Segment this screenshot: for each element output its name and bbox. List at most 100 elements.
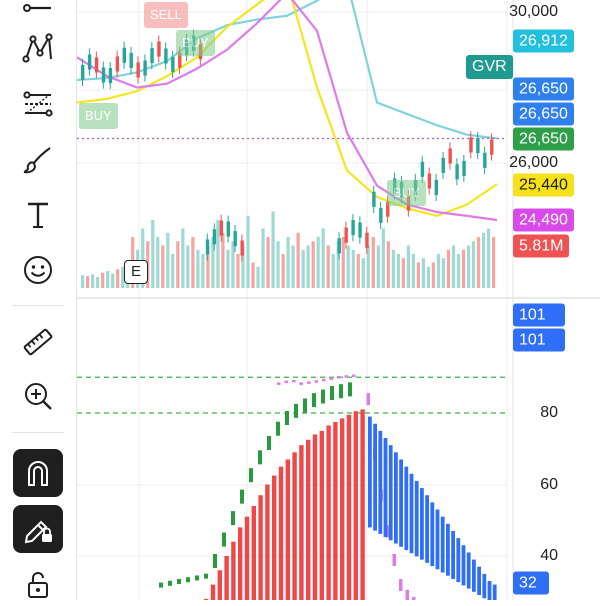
volume-bar — [436, 254, 441, 288]
indicator-blue-bar — [446, 523, 450, 576]
indicator-blue-bar — [435, 509, 440, 570]
volume-bar — [381, 228, 385, 288]
indicator-green-bar — [213, 554, 217, 568]
text-icon — [28, 202, 48, 228]
moving-average-line — [77, 0, 498, 140]
price-axis-label: 30,000 — [509, 3, 558, 20]
volume-bar — [161, 245, 165, 288]
candle-body — [372, 191, 376, 207]
price-tag-blue: 26,650 — [513, 102, 574, 126]
zoom-in-tool[interactable] — [13, 374, 63, 418]
indicator-red-bar — [326, 425, 331, 600]
indicator-blue-bar — [404, 466, 409, 550]
drawing-toolbar — [0, 0, 77, 600]
volume-bar — [311, 241, 315, 288]
volume-bar — [461, 249, 466, 288]
candle-body — [462, 160, 466, 177]
indicator-green-bar — [222, 532, 226, 547]
volume-bar — [401, 258, 405, 288]
indicator-red-bar — [204, 598, 209, 600]
candle-body — [344, 227, 348, 243]
moving-average-line — [77, 0, 498, 222]
volume-bar — [361, 258, 365, 288]
buy-signal: BUY — [176, 30, 215, 56]
toolbar-divider — [12, 305, 64, 306]
indicator-magenta-bar — [277, 382, 281, 385]
volume-bar — [201, 254, 205, 288]
indicator-axis-label: 40 — [540, 547, 558, 564]
text-tool[interactable] — [13, 193, 63, 237]
emoji-tool[interactable] — [13, 248, 63, 292]
volume-bar — [211, 237, 215, 288]
candle-body — [476, 138, 480, 154]
indicator-blue-bar — [466, 552, 471, 589]
volume-bar — [486, 228, 491, 288]
volume-bar — [81, 275, 85, 288]
indicator-green-bar — [204, 573, 208, 579]
volume-bar — [331, 254, 335, 288]
volume-bar — [351, 249, 355, 288]
chart-canvas[interactable] — [77, 0, 600, 600]
indicator-magenta-bar — [292, 379, 296, 383]
fib-tool[interactable] — [13, 82, 63, 126]
indicator-green-bar — [195, 575, 199, 581]
indicator-blue-bar — [409, 473, 414, 554]
pattern-tool[interactable] — [13, 26, 63, 70]
indicator-green-bar — [321, 389, 325, 404]
horizontal-line-tool[interactable] — [13, 0, 63, 30]
earnings-badge[interactable]: E — [124, 260, 148, 284]
indicator-blue-bar — [420, 488, 424, 560]
indicator-green-bar — [285, 411, 289, 425]
indicator-green-bar — [303, 398, 307, 413]
indicator-green-bar — [348, 382, 352, 397]
lock-drawing-tool[interactable] — [13, 505, 63, 553]
volume-bar — [171, 254, 175, 288]
candle-body — [455, 164, 459, 180]
indicator-red-bar — [346, 414, 352, 600]
volume-bar — [186, 245, 190, 288]
indicator-red-bar — [319, 430, 324, 600]
magnet-tool[interactable] — [13, 449, 63, 497]
indicator-blue-bar — [451, 530, 455, 579]
volume-bar — [336, 241, 340, 288]
indicator-blue-bar — [472, 559, 476, 592]
buy-signal: BUY — [79, 103, 118, 129]
unlock-tool[interactable] — [13, 562, 63, 606]
candle-body — [143, 60, 147, 76]
volume-bar — [156, 237, 160, 288]
indicator-tag: 101 — [513, 303, 565, 327]
brush-tool[interactable] — [13, 138, 63, 182]
volume-bar — [96, 276, 100, 288]
candle-body — [150, 48, 154, 64]
volume-bar — [266, 237, 270, 288]
candle-body — [226, 221, 230, 237]
volume-bar — [226, 249, 230, 288]
indicator-magenta-bar — [405, 589, 409, 600]
indicator-green-bar — [258, 450, 262, 465]
toolbar-divider — [12, 432, 64, 433]
candle-body — [337, 238, 341, 254]
volume-bar — [356, 254, 360, 288]
volume-bar — [441, 258, 446, 288]
volume-bar — [431, 262, 436, 288]
pattern-icon — [22, 33, 53, 63]
indicator-blue-bar — [394, 452, 398, 544]
volume-bar — [236, 254, 240, 288]
volume-bar — [341, 237, 345, 288]
ruler-tool[interactable] — [13, 320, 63, 364]
chart-area[interactable]: SELL BUY BUY BUY E GVR 30,000 26,000 26,… — [77, 0, 600, 600]
volume-bar — [481, 232, 486, 288]
indicator-axis-label: 80 — [540, 404, 558, 421]
indicator-green-bar — [159, 582, 163, 588]
indicator-magenta-bar — [284, 380, 288, 384]
indicator-magenta-bar — [399, 579, 403, 592]
candle-body — [351, 220, 355, 236]
candle-body — [81, 64, 85, 80]
volume-tag: 5.81M — [513, 234, 570, 258]
indicator-red-bar — [238, 527, 243, 600]
volume-bar — [426, 266, 431, 288]
volume-bar — [406, 245, 410, 288]
indicator-red-bar — [360, 409, 365, 600]
indicator-green-bar — [267, 436, 271, 451]
unlock-icon — [28, 572, 48, 598]
